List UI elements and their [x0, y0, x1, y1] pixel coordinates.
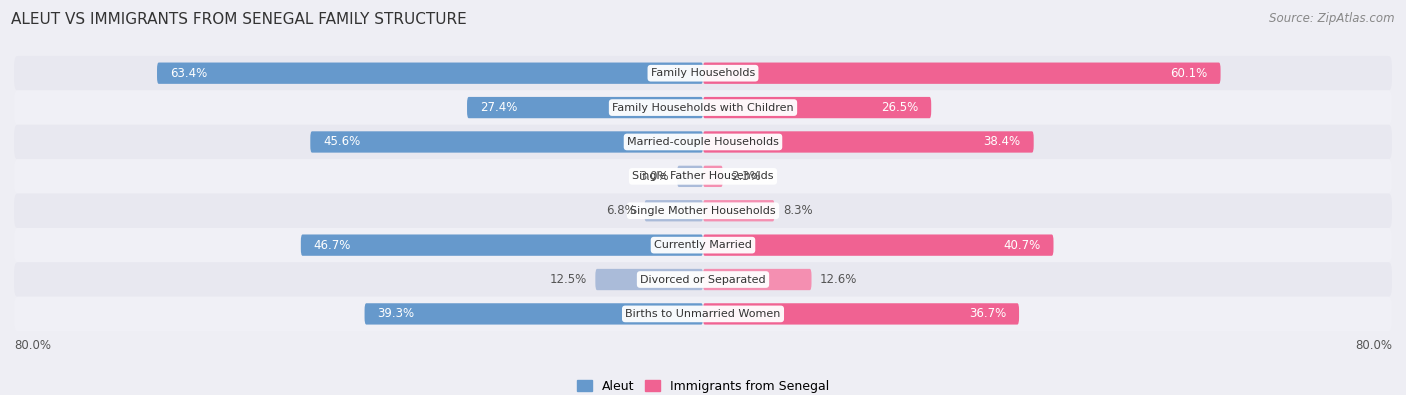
Text: Currently Married: Currently Married	[654, 240, 752, 250]
Text: Married-couple Households: Married-couple Households	[627, 137, 779, 147]
Text: Family Households: Family Households	[651, 68, 755, 78]
FancyBboxPatch shape	[14, 262, 1392, 297]
Text: 12.6%: 12.6%	[820, 273, 858, 286]
FancyBboxPatch shape	[467, 97, 703, 118]
Text: 45.6%: 45.6%	[323, 135, 360, 149]
FancyBboxPatch shape	[311, 131, 703, 152]
FancyBboxPatch shape	[703, 200, 775, 222]
FancyBboxPatch shape	[157, 62, 703, 84]
FancyBboxPatch shape	[703, 131, 1033, 152]
FancyBboxPatch shape	[703, 235, 1053, 256]
Text: Source: ZipAtlas.com: Source: ZipAtlas.com	[1270, 12, 1395, 25]
Text: 39.3%: 39.3%	[377, 307, 415, 320]
Text: 46.7%: 46.7%	[314, 239, 352, 252]
Text: 38.4%: 38.4%	[984, 135, 1021, 149]
Text: 80.0%: 80.0%	[14, 339, 51, 352]
FancyBboxPatch shape	[703, 97, 931, 118]
Text: 12.5%: 12.5%	[550, 273, 586, 286]
FancyBboxPatch shape	[703, 62, 1220, 84]
FancyBboxPatch shape	[703, 303, 1019, 325]
Text: 26.5%: 26.5%	[882, 101, 918, 114]
FancyBboxPatch shape	[595, 269, 703, 290]
Text: 63.4%: 63.4%	[170, 67, 207, 80]
Text: 36.7%: 36.7%	[969, 307, 1007, 320]
Text: 8.3%: 8.3%	[783, 204, 813, 217]
FancyBboxPatch shape	[14, 56, 1392, 90]
Text: Single Father Households: Single Father Households	[633, 171, 773, 181]
FancyBboxPatch shape	[14, 90, 1392, 125]
Text: Family Households with Children: Family Households with Children	[612, 103, 794, 113]
FancyBboxPatch shape	[703, 166, 723, 187]
Text: 2.3%: 2.3%	[731, 170, 761, 183]
FancyBboxPatch shape	[14, 297, 1392, 331]
FancyBboxPatch shape	[14, 194, 1392, 228]
Text: 27.4%: 27.4%	[479, 101, 517, 114]
Text: 6.8%: 6.8%	[606, 204, 636, 217]
Text: Single Mother Households: Single Mother Households	[630, 206, 776, 216]
FancyBboxPatch shape	[678, 166, 703, 187]
Legend: Aleut, Immigrants from Senegal: Aleut, Immigrants from Senegal	[572, 375, 834, 395]
FancyBboxPatch shape	[14, 125, 1392, 159]
FancyBboxPatch shape	[14, 228, 1392, 262]
FancyBboxPatch shape	[14, 159, 1392, 194]
FancyBboxPatch shape	[364, 303, 703, 325]
FancyBboxPatch shape	[644, 200, 703, 222]
FancyBboxPatch shape	[301, 235, 703, 256]
Text: 40.7%: 40.7%	[1004, 239, 1040, 252]
Text: 60.1%: 60.1%	[1170, 67, 1208, 80]
Text: Divorced or Separated: Divorced or Separated	[640, 275, 766, 284]
Text: 80.0%: 80.0%	[1355, 339, 1392, 352]
Text: Births to Unmarried Women: Births to Unmarried Women	[626, 309, 780, 319]
Text: 3.0%: 3.0%	[638, 170, 669, 183]
FancyBboxPatch shape	[703, 269, 811, 290]
Text: ALEUT VS IMMIGRANTS FROM SENEGAL FAMILY STRUCTURE: ALEUT VS IMMIGRANTS FROM SENEGAL FAMILY …	[11, 12, 467, 27]
